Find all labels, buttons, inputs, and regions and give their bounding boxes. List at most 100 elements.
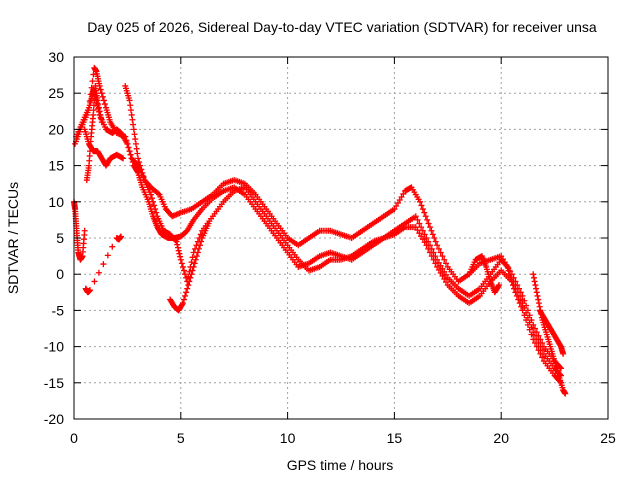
plus-marker — [195, 245, 202, 252]
plus-marker — [122, 133, 129, 140]
plus-marker — [428, 253, 435, 260]
plus-marker — [510, 274, 517, 281]
plus-marker — [394, 200, 401, 207]
plus-marker — [499, 256, 506, 263]
plus-marker — [133, 145, 140, 152]
plus-marker — [197, 242, 204, 249]
plus-marker — [190, 263, 197, 270]
plus-marker — [152, 206, 159, 213]
plus-marker — [87, 91, 94, 98]
y-tick-label: 0 — [56, 266, 64, 282]
plus-marker — [198, 238, 205, 245]
plus-marker — [539, 347, 546, 354]
plus-marker — [530, 271, 537, 278]
plus-marker — [424, 216, 431, 223]
plus-marker — [95, 101, 102, 108]
plus-marker — [535, 296, 542, 303]
plus-marker — [98, 119, 105, 126]
plus-marker — [532, 282, 539, 289]
plus-marker — [414, 216, 421, 223]
plus-marker — [435, 266, 442, 273]
plus-marker — [423, 242, 430, 249]
plus-marker — [104, 252, 111, 259]
plus-marker — [189, 267, 196, 274]
y-tick-label: 25 — [48, 85, 64, 101]
plus-marker — [120, 155, 127, 162]
plus-marker — [434, 263, 441, 270]
y-tick-label: -15 — [44, 375, 64, 391]
plus-marker — [532, 332, 539, 339]
plus-marker — [439, 253, 446, 260]
plus-marker — [512, 285, 519, 292]
plus-marker — [139, 169, 146, 176]
plus-marker — [182, 271, 189, 278]
plus-marker — [125, 144, 132, 151]
plus-marker — [535, 300, 542, 307]
plus-marker — [176, 250, 183, 257]
plus-marker — [393, 203, 400, 210]
plus-marker — [153, 209, 160, 216]
x-tick-label: 20 — [493, 430, 509, 446]
plus-marker — [518, 303, 525, 310]
series-track-e — [81, 126, 127, 169]
x-tick-label: 5 — [177, 430, 185, 446]
plus-marker — [177, 256, 184, 263]
plus-marker — [137, 162, 144, 169]
plus-marker — [174, 244, 181, 251]
plus-marker — [95, 269, 102, 276]
plus-marker — [95, 104, 102, 111]
y-tick-label: 10 — [48, 194, 64, 210]
plus-marker — [87, 287, 94, 294]
plus-marker — [528, 324, 535, 331]
plus-marker — [100, 97, 107, 104]
plus-marker — [432, 238, 439, 245]
series-track-k — [466, 253, 503, 296]
plus-marker — [534, 292, 541, 299]
series-track-d — [71, 198, 88, 263]
plus-marker — [189, 254, 196, 261]
plus-marker — [89, 78, 96, 85]
plus-marker — [172, 237, 179, 244]
plus-marker — [437, 262, 444, 269]
plus-marker — [560, 350, 567, 357]
plus-marker — [98, 115, 105, 122]
plus-marker — [418, 224, 425, 231]
x-axis-title: GPS time / hours — [287, 457, 394, 473]
plus-marker — [414, 227, 421, 234]
plus-marker — [181, 296, 188, 303]
plus-marker — [130, 121, 137, 128]
plus-marker — [526, 319, 533, 326]
plus-marker — [188, 271, 195, 278]
plus-marker — [150, 198, 157, 205]
plus-marker — [418, 202, 425, 209]
plus-marker — [441, 268, 448, 275]
plus-marker — [428, 227, 435, 234]
plus-marker — [94, 97, 101, 104]
plus-marker — [531, 278, 538, 285]
plus-marker — [134, 168, 141, 175]
plus-marker — [391, 206, 398, 213]
plus-marker — [130, 126, 137, 133]
plus-marker — [535, 339, 542, 346]
axis-ticks: 0 5 10 15 20 25 -20 -15 -10 -5 0 5 10 15 20 25 30 — [44, 49, 616, 446]
plus-marker — [192, 256, 199, 263]
plus-marker — [432, 260, 439, 267]
plus-marker — [435, 245, 442, 252]
plus-marker — [533, 285, 540, 292]
plus-marker — [425, 245, 432, 252]
plus-marker — [184, 285, 191, 292]
plus-marker — [117, 233, 124, 240]
plus-marker — [523, 309, 530, 316]
plus-marker — [434, 242, 441, 249]
plus-marker — [524, 314, 531, 321]
plus-marker — [516, 292, 522, 299]
plus-marker — [183, 289, 190, 296]
plus-marker — [533, 289, 540, 296]
plus-marker — [100, 261, 107, 268]
plus-marker — [177, 253, 184, 260]
plus-marker — [421, 231, 428, 238]
plus-marker — [495, 283, 502, 290]
plus-marker — [517, 296, 524, 303]
plus-marker — [507, 268, 514, 275]
